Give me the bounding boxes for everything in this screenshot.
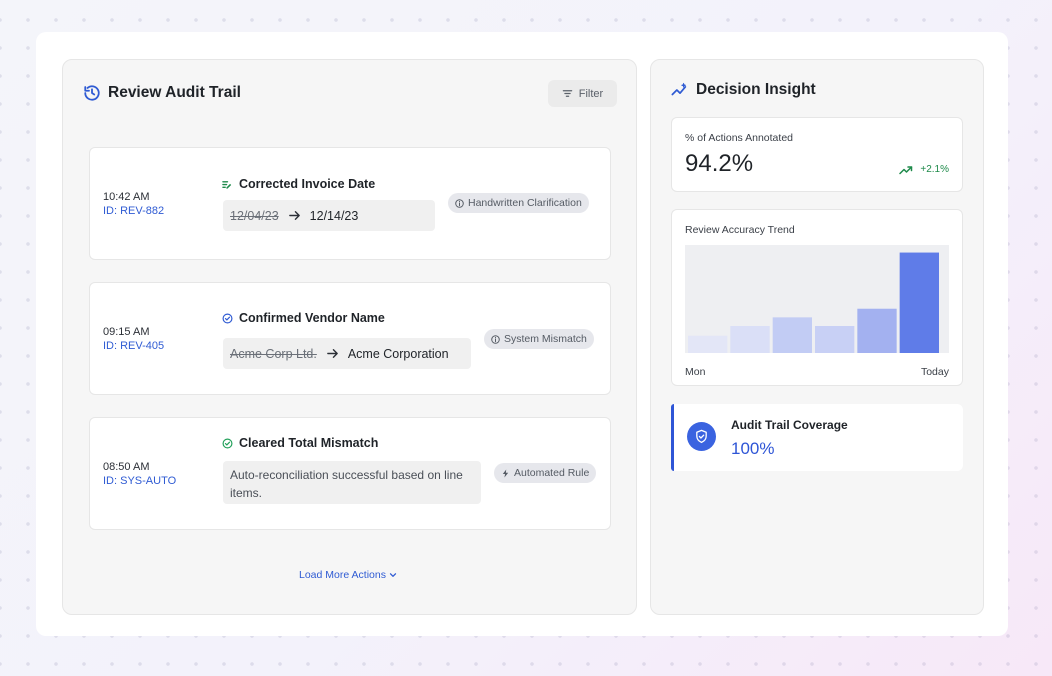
coverage-value: 100% xyxy=(731,439,775,458)
reason-tag-label: Handwritten Clarification xyxy=(468,197,582,209)
action-title-text: Corrected Invoice Date xyxy=(239,177,376,191)
trend-label: Review Accuracy Trend xyxy=(685,224,795,236)
info-icon xyxy=(455,198,464,208)
action-note: Auto-reconciliation successful based on … xyxy=(223,461,481,504)
action-id: ID: REV-882 xyxy=(103,205,165,217)
reason-tag-label: Automated Rule xyxy=(514,467,590,479)
old-value: 12/04/23 xyxy=(230,208,279,223)
accuracy-trend-card: Review Accuracy Trend Mon Today xyxy=(671,209,963,386)
audit-action-card[interactable]: 09:15 AM ID: REV-405 Confirmed Vendor Na… xyxy=(89,282,611,395)
arrow-right-icon xyxy=(327,349,338,358)
audit-trail-title: Review Audit Trail xyxy=(83,84,241,102)
decision-insight-title: Decision Insight xyxy=(671,81,816,99)
accuracy-trend-chart xyxy=(685,245,949,353)
action-id: ID: SYS-AUTO xyxy=(103,475,177,487)
action-time: 08:50 AM xyxy=(103,461,150,473)
filter-icon xyxy=(562,90,573,97)
decision-insight-panel: Decision Insight % of Actions Annotated … xyxy=(650,59,984,615)
audit-coverage-card: Audit Trail Coverage 100% xyxy=(671,404,963,471)
history-icon xyxy=(84,85,100,101)
reason-tag: System Mismatch xyxy=(484,329,594,349)
info-icon xyxy=(491,334,500,344)
audit-trail-panel: Review Audit Trail Filter 10:42 AM ID: R… xyxy=(62,59,637,615)
trend-bar xyxy=(772,317,812,353)
action-title-text: Confirmed Vendor Name xyxy=(239,311,385,325)
filter-button[interactable]: Filter xyxy=(548,80,617,107)
action-meta: 08:50 AM ID: SYS-AUTO xyxy=(103,460,176,488)
chevron-down-icon xyxy=(389,573,397,577)
action-time: 09:15 AM xyxy=(103,326,150,338)
reason-tag: Automated Rule xyxy=(494,463,597,483)
verified-check-icon xyxy=(222,313,233,323)
new-value: Acme Corporation xyxy=(347,346,449,361)
load-more-label: Load More Actions xyxy=(299,569,386,581)
action-title-text: Cleared Total Mismatch xyxy=(239,436,379,450)
annotated-delta: +2.1% xyxy=(899,164,949,175)
edit-icon xyxy=(222,180,232,189)
arrow-right-icon xyxy=(288,211,300,220)
x-axis-end-label: Today xyxy=(920,366,949,378)
load-more-button[interactable]: Load More Actions xyxy=(299,569,397,581)
filter-button-label: Filter xyxy=(578,87,604,100)
annotated-value: 94.2% xyxy=(685,150,754,177)
audit-action-card[interactable]: 10:42 AM ID: REV-882 Corrected Invoice D… xyxy=(89,147,611,260)
trend-bar xyxy=(899,252,939,353)
sparkle-trend-icon xyxy=(671,82,687,96)
coverage-label: Audit Trail Coverage xyxy=(731,418,848,432)
annotated-stat-card: % of Actions Annotated 94.2% +2.1% xyxy=(671,117,963,192)
action-id: ID: REV-405 xyxy=(103,340,165,352)
trend-bar xyxy=(688,335,728,353)
action-time: 10:42 AM xyxy=(103,191,150,203)
action-title: Corrected Invoice Date xyxy=(222,177,375,191)
lightning-icon xyxy=(502,468,509,478)
change-box: Acme Corp Ltd. Acme Corporation xyxy=(223,338,471,369)
change-box: 12/04/23 12/14/23 xyxy=(223,200,435,231)
decision-insight-title-text: Decision Insight xyxy=(696,81,816,98)
audit-trail-title-text: Review Audit Trail xyxy=(108,84,241,101)
check-circle-icon xyxy=(222,438,233,448)
action-title: Confirmed Vendor Name xyxy=(222,311,385,325)
audit-action-card[interactable]: 08:50 AM ID: SYS-AUTO Cleared Total Mism… xyxy=(89,417,611,530)
action-meta: 10:42 AM ID: REV-882 xyxy=(103,190,164,218)
old-value: Acme Corp Ltd. xyxy=(230,346,317,361)
reason-tag: Handwritten Clarification xyxy=(448,193,589,213)
action-meta: 09:15 AM ID: REV-405 xyxy=(103,325,164,353)
shield-check-icon xyxy=(687,422,716,451)
new-value: 12/14/23 xyxy=(309,208,359,223)
annotated-label: % of Actions Annotated xyxy=(685,132,793,144)
trending-up-icon xyxy=(899,165,913,174)
reason-tag-label: System Mismatch xyxy=(504,333,587,345)
trend-bar xyxy=(857,308,897,353)
annotated-delta-text: +2.1% xyxy=(920,164,949,175)
trend-bar xyxy=(815,326,855,353)
x-axis-start-label: Mon xyxy=(685,366,706,378)
trend-bar xyxy=(730,326,770,353)
action-title: Cleared Total Mismatch xyxy=(222,436,378,450)
